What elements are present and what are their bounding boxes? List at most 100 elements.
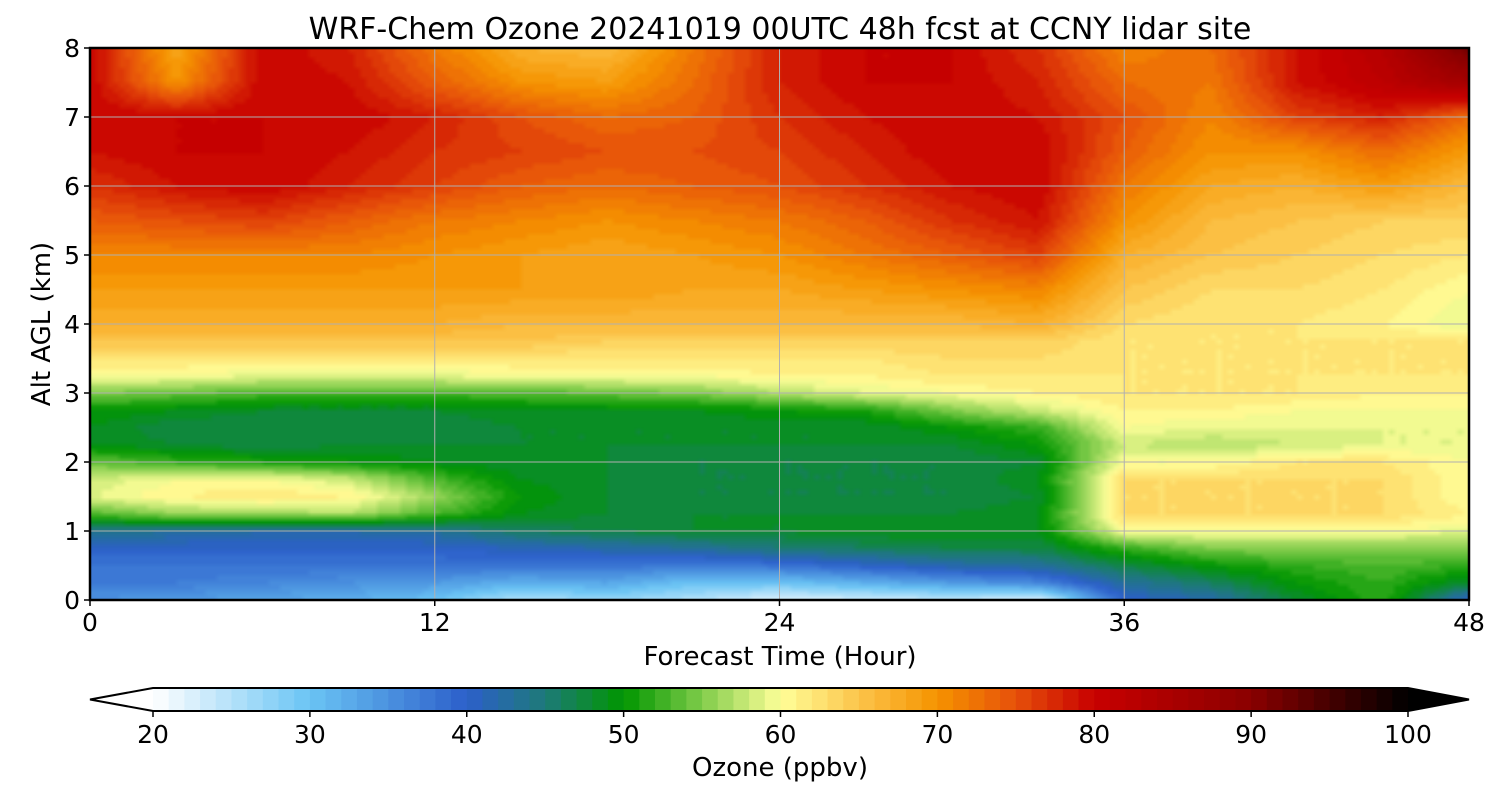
colorbar-segment [717,688,735,711]
x-tick-label: 12 [419,608,451,637]
colorbar-tick-label: 90 [1235,720,1267,749]
x-tick-label: 36 [1108,608,1140,637]
colorbar-segment [1094,688,1111,711]
chart-title: WRF-Chem Ozone 20241019 00UTC 48h fcst a… [309,12,1252,47]
colorbar-tick-label: 30 [294,720,326,749]
y-tick-label: 8 [64,34,80,63]
x-tick-label: 24 [764,608,796,637]
y-tick-label: 2 [64,448,80,477]
colorbar-segment [607,688,625,711]
colorbar-segment [1031,688,1048,711]
colorbar-segment [529,688,546,711]
colorbar-segment [1204,688,1221,711]
colorbar-segment [874,688,891,711]
colorbar-segment [262,688,280,711]
colorbar-tick-label: 70 [921,720,953,749]
colorbar-segment [655,688,672,711]
colorbar-segment [827,688,844,711]
colorbar-segment [356,688,374,711]
colorbar-segment [372,688,389,711]
grid-lines [90,48,1469,600]
colorbar-segment [545,688,562,711]
colorbar-segment [513,688,531,711]
colorbar-segment [921,688,938,711]
colorbar-segment [1109,688,1127,711]
y-tick-label: 3 [64,379,80,408]
x-tick-label: 0 [82,608,98,637]
colorbar-segment [560,688,578,711]
y-tick-label: 6 [64,172,80,201]
colorbar-segment [953,688,970,711]
colorbar-segment [309,688,327,711]
colorbar-segment [294,688,311,711]
colorbar-under-arrow [90,688,153,711]
colorbar-segment [749,688,766,711]
y-tick-label: 1 [64,517,80,546]
colorbar-segment [184,688,201,711]
colorbar-segment [1360,688,1378,711]
colorbar-segment [200,688,217,711]
colorbar-segment [1000,688,1017,711]
colorbar-segment [419,688,436,711]
colorbar [89,687,1470,712]
colorbar-segment [1125,688,1142,711]
colorbar-segment [1329,688,1346,711]
colorbar-segment [733,688,750,711]
colorbar-segment [325,688,342,711]
colorbar-segment [1251,688,1268,711]
colorbar-segment [341,688,358,711]
colorbar-segment [576,688,593,711]
colorbar-tick-label: 100 [1384,720,1432,749]
colorbar-segment [168,688,185,711]
colorbar-segment [1266,688,1284,711]
colorbar-tick-label: 50 [608,720,640,749]
colorbar-segment [1282,688,1299,711]
colorbar-segment [890,688,907,711]
colorbar-segment [1298,688,1315,711]
colorbar-segment [247,688,264,711]
colorbar-segment [670,688,687,711]
colorbar-segment [796,688,813,711]
colorbar-segment [1392,688,1409,711]
colorbar-segment [811,688,829,711]
colorbar-segment [1157,688,1174,711]
colorbar-segment [388,688,405,711]
colorbar-segment [780,688,797,711]
y-tick-label: 7 [64,103,80,132]
colorbar-segment [404,688,421,711]
colorbar-segment [435,688,452,711]
y-axis-label: Alt AGL (km) [27,242,57,406]
y-tick-label: 0 [64,586,80,615]
colorbar-segment [231,688,248,711]
colorbar-segment [498,688,515,711]
colorbar-segment [1188,688,1205,711]
colorbar-segment [1015,688,1033,711]
colorbar-segment [1345,688,1362,711]
colorbar-segment [592,688,609,711]
colorbar-segment [215,688,233,711]
y-tick-label: 4 [64,310,80,339]
colorbar-segment [1313,688,1331,711]
colorbar-segment [451,688,468,711]
colorbar-segment [968,688,986,711]
x-tick-label: 48 [1453,608,1485,637]
colorbar-ticks: 20 30 40 50 60 70 80 90 100 [137,711,1432,749]
colorbar-segment [984,688,1001,711]
colorbar-segment [1062,688,1080,711]
colorbar-segment [623,688,640,711]
colorbar-segment [482,688,499,711]
colorbar-label: Ozone (ppbv) [692,753,868,783]
colorbar-segment [1376,688,1393,711]
colorbar-segment [1047,688,1064,711]
colorbar-segment [702,688,719,711]
y-axis-ticks: 0 1 2 3 4 5 6 7 8 [64,34,90,615]
colorbar-segment [686,688,703,711]
colorbar-tick-label: 60 [765,720,797,749]
colorbar-segment [1141,688,1158,711]
colorbar-segment [639,688,656,711]
colorbar-segment [937,688,954,711]
colorbar-over-arrow [1408,688,1469,711]
x-axis-label: Forecast Time (Hour) [643,642,916,672]
